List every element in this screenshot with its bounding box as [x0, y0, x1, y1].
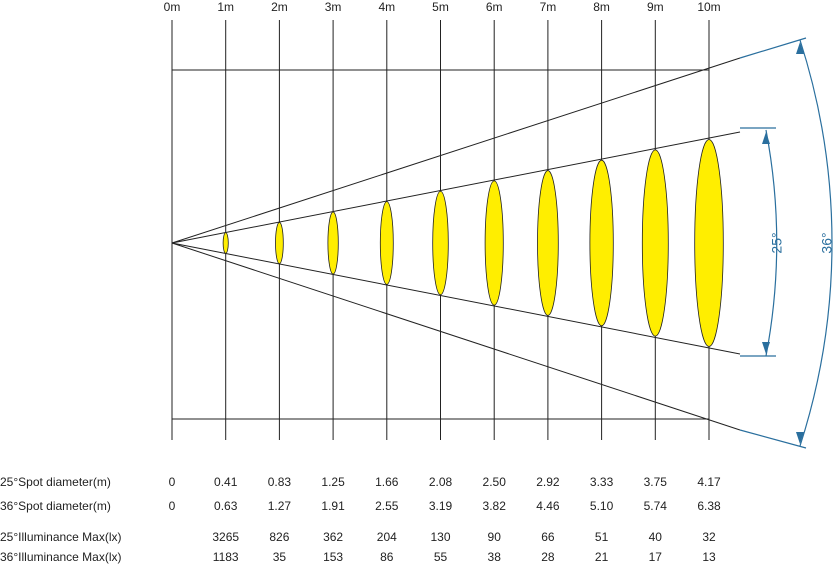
- row-value: 13: [702, 550, 716, 564]
- arc-36: [799, 39, 833, 447]
- beam-25-lower: [171, 242, 741, 355]
- row-value: 21: [595, 550, 609, 564]
- row-value: 153: [323, 550, 343, 564]
- row-value: 90: [488, 530, 502, 544]
- distance-label: 9m: [647, 0, 664, 14]
- row-value: 5.10: [590, 499, 614, 513]
- row-value: 0: [169, 499, 176, 513]
- row-value: 204: [377, 530, 397, 544]
- row-value: 1.25: [321, 475, 345, 489]
- light-spot: [589, 159, 614, 327]
- distance-label: 10m: [697, 0, 720, 14]
- arc-25: [765, 129, 778, 357]
- light-spot: [537, 170, 559, 316]
- row-value: 2.55: [375, 499, 399, 513]
- row-value: 5.74: [644, 499, 668, 513]
- light-spot: [484, 180, 504, 306]
- distance-label: 1m: [217, 0, 234, 14]
- row-value: 1183: [213, 550, 239, 564]
- row-value: 2.08: [429, 475, 453, 489]
- distance-label: 6m: [486, 0, 503, 14]
- row-label: 36°Spot diameter(m): [0, 499, 111, 513]
- row-value: 362: [323, 530, 343, 544]
- row-value: 0.63: [214, 499, 238, 513]
- row-value: 32: [702, 530, 716, 544]
- row-value: 3.75: [644, 475, 668, 489]
- row-value: 1.91: [321, 499, 345, 513]
- row-value: 826: [269, 530, 289, 544]
- light-spot: [694, 139, 724, 347]
- row-value: 130: [430, 530, 450, 544]
- row-label: 36°Illuminance Max(lx): [0, 550, 122, 564]
- row-value: 0.41: [214, 475, 238, 489]
- beam-36-lower: [171, 242, 741, 431]
- row-value: 4.46: [536, 499, 560, 513]
- distance-label: 4m: [378, 0, 395, 14]
- row-value: 2.92: [536, 475, 560, 489]
- row-value: 55: [434, 550, 448, 564]
- distance-label: 3m: [325, 0, 342, 14]
- row-value: 86: [380, 550, 394, 564]
- row-value: 3.82: [483, 499, 507, 513]
- row-value: 17: [649, 550, 663, 564]
- light-spot: [327, 211, 339, 275]
- row-value: 35: [273, 550, 287, 564]
- beam-25-upper: [171, 131, 741, 244]
- light-spot: [275, 221, 284, 265]
- row-value: 1.27: [268, 499, 292, 513]
- row-value: 4.17: [697, 475, 721, 489]
- row-value: 38: [488, 550, 502, 564]
- distance-label: 2m: [271, 0, 288, 14]
- light-spot: [379, 201, 394, 285]
- row-value: 1.66: [375, 475, 399, 489]
- row-value: 6.38: [697, 499, 721, 513]
- row-label: 25°Illuminance Max(lx): [0, 530, 122, 544]
- distance-label: 5m: [432, 0, 449, 14]
- row-value: 3.19: [429, 499, 453, 513]
- light-spot: [222, 232, 229, 254]
- row-value: 0: [169, 475, 176, 489]
- row-value: 51: [595, 530, 609, 544]
- beam-36-upper: [171, 57, 741, 244]
- distance-label: 7m: [540, 0, 557, 14]
- row-value: 40: [649, 530, 663, 544]
- distance-label: 0m: [164, 0, 181, 14]
- arc-tick: [739, 429, 807, 449]
- row-value: 28: [541, 550, 555, 564]
- row-value: 3265: [212, 530, 239, 544]
- row-value: 0.83: [268, 475, 292, 489]
- distance-label: 8m: [593, 0, 610, 14]
- row-value: 66: [541, 530, 555, 544]
- row-value: 2.50: [483, 475, 507, 489]
- angle-label: 36°: [819, 232, 834, 253]
- arc-tick: [739, 37, 807, 59]
- light-spot: [432, 190, 449, 296]
- row-label: 25°Spot diameter(m): [0, 475, 111, 489]
- light-spot: [641, 149, 669, 337]
- angle-label: 25°: [769, 232, 785, 253]
- row-value: 3.33: [590, 475, 614, 489]
